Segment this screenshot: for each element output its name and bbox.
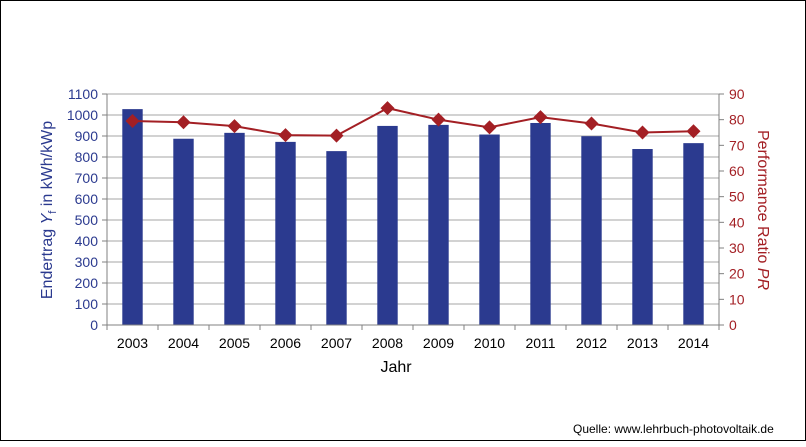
left-tick-label: 1000 xyxy=(67,107,98,123)
pr-marker-2008 xyxy=(380,101,395,116)
left-axis-ticks: 0 100 200 300 400 500 600 700 800 900 1000 1100 xyxy=(67,86,98,333)
x-axis-title: Jahr xyxy=(380,359,412,376)
x-tick-label: 2009 xyxy=(423,335,454,351)
x-tick-label: 2014 xyxy=(678,335,709,351)
right-axis-title-pre: Performance Ratio xyxy=(754,130,771,268)
bar-2008 xyxy=(377,125,398,325)
pr-marker-2014 xyxy=(686,124,701,139)
bar-2004 xyxy=(173,138,194,325)
pr-marker-2009 xyxy=(431,112,446,127)
left-axis-title-symbol: Y xyxy=(39,212,56,224)
left-axis-title-post: in kWh/kWp xyxy=(39,121,56,211)
bar-2006 xyxy=(275,141,296,325)
x-tick-label: 2003 xyxy=(117,335,148,351)
x-tick-label: 2006 xyxy=(270,335,301,351)
right-tick-label: 30 xyxy=(729,240,745,256)
bars xyxy=(122,109,704,326)
bar-2009 xyxy=(428,124,449,326)
left-tick-label: 500 xyxy=(75,212,99,228)
x-tick-label: 2013 xyxy=(627,335,658,351)
bar-2003 xyxy=(122,109,143,326)
left-tick-label: 400 xyxy=(75,233,99,249)
right-axis-title: Performance Ratio PR xyxy=(754,130,771,291)
x-tick-label: 2012 xyxy=(576,335,607,351)
left-tick-label: 300 xyxy=(75,254,99,270)
pr-marker-2005 xyxy=(227,119,242,134)
right-axis-ticks: 0 10 20 30 40 50 60 70 80 90 xyxy=(729,86,745,333)
pr-marker-2013 xyxy=(635,125,650,140)
left-tick-label: 100 xyxy=(75,296,99,312)
right-tick-label: 70 xyxy=(729,137,745,153)
left-axis-title-subscript: f xyxy=(47,210,59,214)
left-tick-label: 600 xyxy=(75,191,99,207)
source-note: Quelle: www.lehrbuch-photovoltaik.de xyxy=(573,422,774,436)
left-tick-label: 200 xyxy=(75,275,99,291)
right-tick-label: 10 xyxy=(729,291,745,307)
gridlines xyxy=(107,93,719,326)
left-tick-label: 900 xyxy=(75,128,99,144)
left-tick-label: 0 xyxy=(90,317,98,333)
pr-marker-2006 xyxy=(278,128,293,143)
pr-marker-2004 xyxy=(176,115,191,130)
right-tick-label: 90 xyxy=(729,86,745,102)
pr-marker-2012 xyxy=(584,116,599,131)
bar-2005 xyxy=(224,132,245,325)
axes xyxy=(102,93,724,330)
left-tick-label: 800 xyxy=(75,149,99,165)
left-tick-label: 700 xyxy=(75,170,99,186)
left-tick-label: 1100 xyxy=(68,86,98,102)
right-tick-label: 60 xyxy=(729,163,745,179)
pr-marker-2003 xyxy=(125,113,140,128)
x-tick-label: 2011 xyxy=(525,335,555,351)
right-axis-title-symbol: PR xyxy=(754,268,771,291)
pr-marker-2010 xyxy=(482,120,497,135)
left-axis-title-pre: Endertrag xyxy=(39,224,56,299)
x-tick-label: 2010 xyxy=(474,335,505,351)
right-tick-label: 20 xyxy=(729,266,745,282)
x-tick-label: 2008 xyxy=(372,335,403,351)
x-tick-label: 2005 xyxy=(219,335,250,351)
pr-marker-2011 xyxy=(533,110,548,125)
pr-marker-2007 xyxy=(329,128,344,143)
x-tick-label: 2004 xyxy=(168,335,199,351)
bar-2007 xyxy=(326,151,347,325)
bar-2010 xyxy=(479,134,500,325)
right-tick-label: 50 xyxy=(729,189,745,205)
bar-2014 xyxy=(683,143,704,325)
bar-2013 xyxy=(632,149,653,325)
performance-ratio-line xyxy=(125,101,701,143)
left-axis-title: Endertrag Yf in kWh/kWp xyxy=(39,121,59,299)
right-tick-label: 40 xyxy=(729,214,745,230)
bar-2011 xyxy=(530,122,551,325)
x-tick-label: 2007 xyxy=(321,335,352,351)
right-tick-label: 0 xyxy=(729,317,737,333)
bar-2012 xyxy=(581,136,602,325)
right-tick-label: 80 xyxy=(729,112,745,128)
performance-ratio-path xyxy=(132,107,694,137)
x-axis-ticks: 2003 2004 2005 2006 2007 2008 2009 2010 2011 2012… xyxy=(117,335,709,351)
